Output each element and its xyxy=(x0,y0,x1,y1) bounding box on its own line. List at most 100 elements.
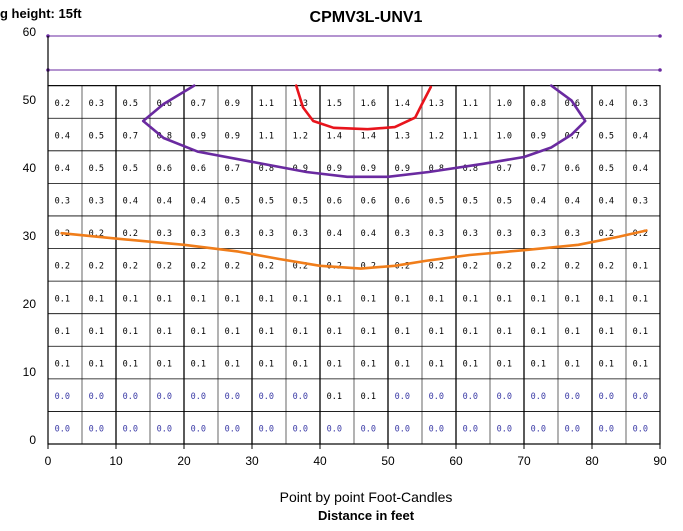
footcandle-value: 0.1 xyxy=(497,294,512,304)
axes: 0 10 20 30 40 50 60 70 80 90 0 10 20 30 40 50 60 xyxy=(23,25,667,468)
footcandle-value: 0.4 xyxy=(599,197,614,207)
footcandle-value: 0.3 xyxy=(395,229,410,239)
y-tick-label: 30 xyxy=(23,229,37,243)
footcandle-value: 0.0 xyxy=(89,425,104,435)
x-tick-label: 90 xyxy=(653,454,667,468)
footcandle-value: 0.0 xyxy=(123,425,138,435)
footcandle-value: 0.0 xyxy=(395,392,410,402)
footcandle-value: 0.2 xyxy=(89,229,104,239)
footcandle-value: 0.1 xyxy=(463,327,478,337)
footcandle-value: 0.4 xyxy=(599,99,614,109)
footcandle-value: 0.1 xyxy=(293,327,308,337)
footcandle-value: 1.2 xyxy=(293,131,308,141)
footcandle-value: 1.4 xyxy=(395,99,410,109)
footcandle-value: 0.0 xyxy=(463,425,478,435)
footcandle-value: 0.7 xyxy=(225,164,240,174)
footcandle-value: 1.5 xyxy=(327,99,342,109)
footcandle-value: 0.1 xyxy=(565,327,580,337)
footcandle-value: 0.3 xyxy=(633,99,648,109)
footcandle-value: 1.0 xyxy=(497,99,512,109)
footcandle-value: 0.4 xyxy=(123,197,138,207)
footcandle-value: 0.8 xyxy=(531,99,546,109)
footcandle-value: 0.0 xyxy=(633,392,648,402)
footcandle-value: 0.1 xyxy=(633,359,648,369)
footcandle-value: 0.5 xyxy=(89,131,104,141)
footcandle-value: 0.7 xyxy=(191,99,206,109)
footcandle-value: 0.4 xyxy=(157,197,172,207)
footcandle-value: 0.3 xyxy=(565,229,580,239)
footcandle-value: 0.2 xyxy=(599,262,614,272)
footcandle-value: 0.9 xyxy=(191,131,206,141)
footcandle-value: 0.1 xyxy=(89,294,104,304)
footcandle-value: 0.1 xyxy=(429,327,444,337)
footcandle-value: 0.3 xyxy=(259,229,274,239)
footcandle-value: 0.2 xyxy=(123,229,138,239)
footcandle-value: 0.8 xyxy=(259,164,274,174)
chart-title: CPMV3L-UNV1 xyxy=(310,9,423,26)
footcandle-value: 0.1 xyxy=(531,327,546,337)
x-tick-label: 20 xyxy=(177,454,191,468)
x-tick-label: 10 xyxy=(109,454,123,468)
footcandle-value: 0.5 xyxy=(89,164,104,174)
footcandle-value: 0.1 xyxy=(429,294,444,304)
footcandle-value: 0.2 xyxy=(157,262,172,272)
footcandle-value: 0.0 xyxy=(259,392,274,402)
footcandle-value: 0.1 xyxy=(55,359,70,369)
footcandle-value: 0.7 xyxy=(565,131,580,141)
footcandle-value: 0.1 xyxy=(191,294,206,304)
footcandle-value: 0.0 xyxy=(395,425,410,435)
footcandle-value: 0.2 xyxy=(259,262,274,272)
footcandle-value: 0.8 xyxy=(157,131,172,141)
footcandle-value: 0.4 xyxy=(191,197,206,207)
footcandle-value: 0.0 xyxy=(293,425,308,435)
footcandle-value: 0.1 xyxy=(395,294,410,304)
mounting-height-label: g height: 15ft xyxy=(0,6,82,21)
footcandle-value: 0.4 xyxy=(361,229,376,239)
footcandle-value: 0.0 xyxy=(429,425,444,435)
footcandle-value: 0.3 xyxy=(463,229,478,239)
footcandle-value: 0.3 xyxy=(429,229,444,239)
footcandle-value: 0.5 xyxy=(429,197,444,207)
footcandle-value: 0.0 xyxy=(225,392,240,402)
footcandle-value: 0.4 xyxy=(633,164,648,174)
footcandle-value: 0.6 xyxy=(565,164,580,174)
footcandle-value: 0.1 xyxy=(225,327,240,337)
footcandle-value: 0.1 xyxy=(395,327,410,337)
footcandle-value: 0.1 xyxy=(123,359,138,369)
footcandle-value: 0.1 xyxy=(191,359,206,369)
footcandle-value: 0.9 xyxy=(361,164,376,174)
footcandle-values: 0.2 0.3 0.5 0.6 0.7 0.9 1.1 1.3 1.5 1.6 1.4 1.3 1.1 1… xyxy=(55,99,648,435)
y-tick-label: 0 xyxy=(29,433,36,447)
footcandle-value: 0.3 xyxy=(89,197,104,207)
footcandle-value: 0.2 xyxy=(599,229,614,239)
footcandle-value: 0.1 xyxy=(327,392,342,402)
footcandle-value: 0.1 xyxy=(89,327,104,337)
footcandle-value: 0.3 xyxy=(633,197,648,207)
footcandle-value: 0.1 xyxy=(259,294,274,304)
footcandle-value: 0.5 xyxy=(599,131,614,141)
footcandle-value: 0.1 xyxy=(531,294,546,304)
footcandle-value: 0.1 xyxy=(157,359,172,369)
footcandle-value: 0.1 xyxy=(157,327,172,337)
footcandle-value: 0.1 xyxy=(463,359,478,369)
footcandle-value: 0.1 xyxy=(191,327,206,337)
footcandle-value: 0.4 xyxy=(633,131,648,141)
footcandle-value: 0.0 xyxy=(599,425,614,435)
footcandle-value: 0.0 xyxy=(259,425,274,435)
footcandle-value: 0.8 xyxy=(429,164,444,174)
footcandle-value: 0.0 xyxy=(327,425,342,435)
footcandle-value: 0.5 xyxy=(123,99,138,109)
footcandle-value: 0.0 xyxy=(225,425,240,435)
footcandle-value: 1.1 xyxy=(259,131,274,141)
isofootcandle-curve xyxy=(60,229,648,270)
footcandle-value: 0.2 xyxy=(89,262,104,272)
footcandle-value: 0.5 xyxy=(123,164,138,174)
footcandle-value: 0.6 xyxy=(191,164,206,174)
footcandle-value: 0.0 xyxy=(55,392,70,402)
y-tick-label: 20 xyxy=(23,297,37,311)
x-tick-label: 0 xyxy=(45,454,52,468)
x-tick-label: 50 xyxy=(381,454,395,468)
footcandle-value: 0.4 xyxy=(55,131,70,141)
footcandle-value: 0.0 xyxy=(157,392,172,402)
footcandle-value: 1.1 xyxy=(463,131,478,141)
